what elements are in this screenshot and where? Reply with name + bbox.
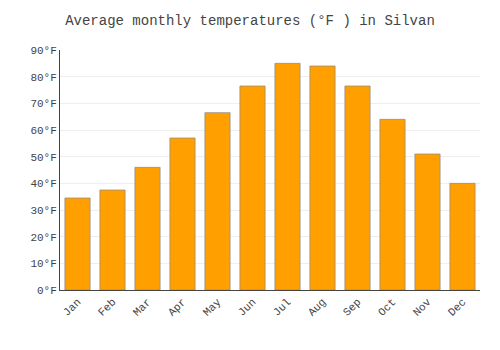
svg-text:20°F: 20°F — [30, 232, 56, 244]
svg-text:Sep: Sep — [341, 296, 363, 318]
svg-text:Mar: Mar — [131, 296, 153, 318]
svg-text:60°F: 60°F — [30, 125, 56, 137]
svg-text:May: May — [201, 296, 224, 319]
svg-text:Oct: Oct — [376, 296, 398, 318]
svg-text:Nov: Nov — [411, 296, 434, 319]
svg-text:50°F: 50°F — [30, 152, 56, 164]
svg-text:Dec: Dec — [446, 296, 468, 318]
svg-text:Feb: Feb — [96, 296, 118, 318]
svg-text:30°F: 30°F — [30, 205, 56, 217]
svg-text:Jul: Jul — [271, 296, 293, 318]
svg-text:90°F: 90°F — [30, 45, 56, 57]
svg-text:Apr: Apr — [166, 296, 188, 318]
svg-text:Average monthly temperatures (: Average monthly temperatures (°F ) in Si… — [65, 13, 435, 29]
svg-text:Aug: Aug — [306, 296, 328, 318]
svg-text:10°F: 10°F — [30, 258, 56, 270]
svg-text:Jun: Jun — [236, 296, 258, 318]
svg-text:40°F: 40°F — [30, 178, 56, 190]
svg-text:0°F: 0°F — [37, 285, 57, 297]
svg-text:Jan: Jan — [61, 296, 83, 318]
svg-text:80°F: 80°F — [30, 72, 56, 84]
svg-text:70°F: 70°F — [30, 98, 56, 110]
